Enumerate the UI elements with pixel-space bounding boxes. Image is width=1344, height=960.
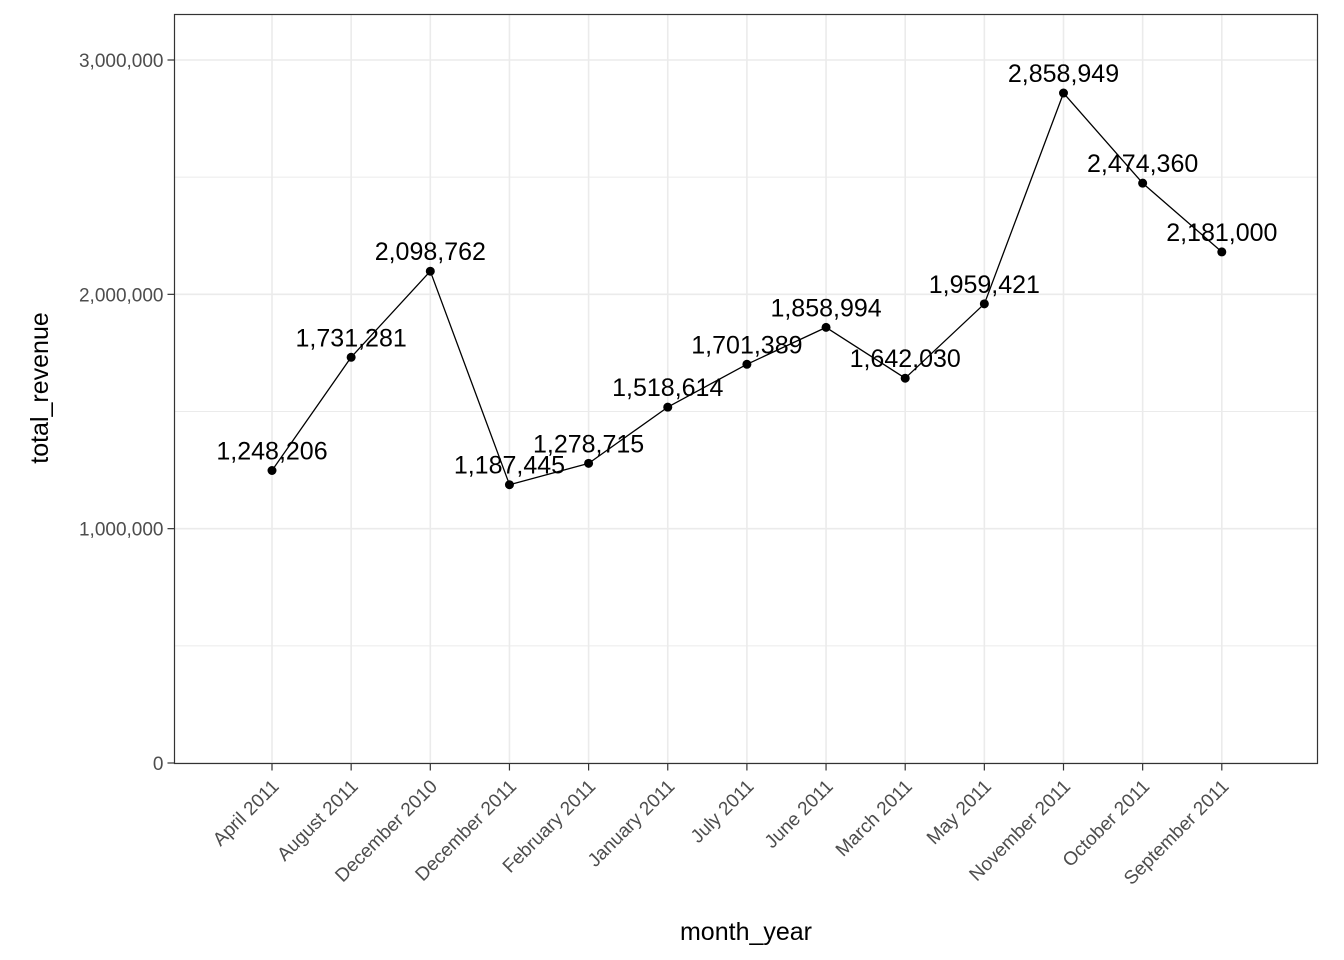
data-point <box>742 359 752 369</box>
data-label: 1,278,715 <box>533 430 644 458</box>
data-label: 1,187,445 <box>454 452 565 480</box>
data-point <box>425 266 435 276</box>
data-label: 2,474,360 <box>1087 150 1198 178</box>
data-label: 1,248,206 <box>216 438 327 466</box>
data-label: 2,858,949 <box>1008 60 1119 88</box>
data-point <box>1059 88 1068 98</box>
x-axis-title: month_year <box>680 918 812 946</box>
data-label: 1,642,030 <box>850 345 961 373</box>
data-labels: 1,248,206 1,731,281 2,098,762 1,187,4451,27… <box>216 60 1277 480</box>
data-point <box>821 322 831 332</box>
data-label: 2,098,762 <box>375 238 486 266</box>
data-point <box>504 480 514 490</box>
data-point <box>979 299 989 309</box>
data-label: 1,731,281 <box>296 324 407 352</box>
major-gridlines <box>174 14 1318 764</box>
x-tick-label: April 2011 <box>209 776 283 850</box>
revenue-points <box>267 88 1227 490</box>
data-point <box>1138 178 1148 188</box>
y-tick-label: 1,000,000 <box>79 520 164 541</box>
y-axis-ticks: 0 1,000,000 2,000,000 3,000,000 <box>79 51 175 775</box>
x-tick-label: March 2011 <box>832 776 917 861</box>
data-label: 1,701,389 <box>691 331 802 359</box>
data-point <box>663 402 673 412</box>
x-tick-label: August 2011 <box>273 776 362 865</box>
minor-gridlines <box>174 176 1318 647</box>
data-point <box>584 458 594 468</box>
y-axis-title: total_revenue <box>26 312 54 464</box>
data-point <box>900 373 910 383</box>
data-label: 2,181,000 <box>1166 219 1277 247</box>
y-tick-label: 2,000,000 <box>79 285 164 306</box>
panel-border <box>173 13 1319 765</box>
y-tick-label: 3,000,000 <box>79 51 164 72</box>
data-point <box>346 352 356 362</box>
data-point <box>1217 247 1227 257</box>
x-tick-label: June 2011 <box>761 776 838 853</box>
x-tick-label: July 2011 <box>687 776 758 847</box>
data-label: 1,518,614 <box>612 374 723 402</box>
data-label: 1,959,421 <box>929 271 1040 299</box>
data-label: 1,858,994 <box>770 294 881 322</box>
data-point <box>267 466 277 476</box>
y-tick-label: 0 <box>153 754 164 775</box>
x-tick-label: May 2011 <box>923 776 996 849</box>
